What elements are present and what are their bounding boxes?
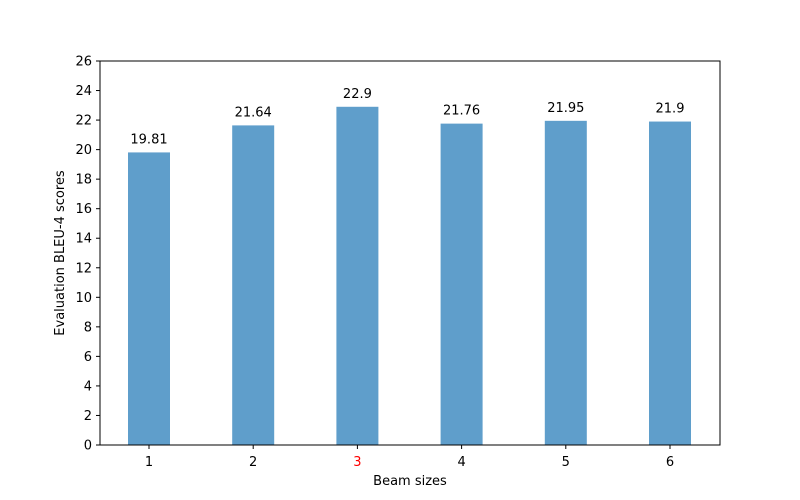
- y-tick-label-4: 4: [84, 379, 92, 394]
- y-tick-label-24: 24: [75, 84, 92, 99]
- data-labels-layer: 19.81 21.64 22.9 21.76 21.95 21.9: [130, 87, 684, 148]
- x-tick-label-2: 2: [249, 455, 257, 470]
- x-tick-label-5: 5: [562, 455, 570, 470]
- bar-3: [336, 106, 379, 445]
- data-label-3: 22.9: [343, 87, 372, 102]
- bars-layer: [128, 106, 691, 446]
- x-tick-label-6: 6: [666, 455, 674, 470]
- y-tick-label-16: 16: [75, 202, 92, 217]
- data-label-2: 21.64: [235, 105, 272, 120]
- data-label-4: 21.76: [443, 104, 480, 119]
- x-tick-label-3: 3: [353, 455, 361, 470]
- y-tick-label-14: 14: [75, 232, 92, 247]
- y-tick-label-0: 0: [84, 439, 92, 454]
- y-tick-label-6: 6: [84, 350, 92, 365]
- x-tick-label-4: 4: [457, 455, 465, 470]
- data-label-5: 21.95: [547, 101, 584, 116]
- y-tick-label-8: 8: [84, 320, 92, 335]
- y-tick-label-12: 12: [75, 261, 92, 276]
- bar-5: [544, 120, 587, 445]
- plot-frame: [99, 60, 721, 446]
- y-axis-title: Evaluation BLEU-4 scores: [53, 170, 68, 336]
- bar-1: [128, 152, 170, 446]
- data-label-1: 19.81: [130, 132, 167, 147]
- y-tick-label-20: 20: [75, 143, 92, 158]
- y-tick-label-18: 18: [75, 173, 92, 188]
- bar-4: [440, 123, 483, 446]
- bar-2: [232, 125, 275, 445]
- y-tick-label-26: 26: [75, 55, 92, 70]
- y-tick-label-22: 22: [75, 114, 92, 129]
- y-tick-label-10: 10: [75, 291, 92, 306]
- y-tick-label-2: 2: [84, 409, 92, 424]
- data-label-6: 21.9: [656, 102, 685, 117]
- x-axis-title: Beam sizes: [373, 474, 447, 489]
- bar-6: [649, 121, 691, 446]
- x-tick-label-1: 1: [145, 455, 153, 470]
